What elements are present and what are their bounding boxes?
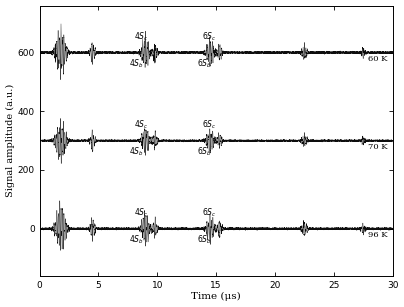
Text: $6S_c$: $6S_c$	[202, 206, 217, 219]
Text: $6S_b$: $6S_b$	[197, 146, 212, 158]
Text: 70 K: 70 K	[368, 143, 388, 151]
Y-axis label: Signal amplitude (a.u.): Signal amplitude (a.u.)	[6, 84, 15, 197]
Text: $6S_b$: $6S_b$	[197, 58, 212, 70]
X-axis label: Time (μs): Time (μs)	[191, 292, 241, 301]
Text: $4S_c$: $4S_c$	[133, 30, 148, 43]
Text: $4S_c$: $4S_c$	[133, 206, 148, 219]
Text: 60 K: 60 K	[368, 55, 388, 63]
Text: $6S_c$: $6S_c$	[202, 30, 217, 43]
Text: $4S_b$: $4S_b$	[128, 58, 143, 70]
Text: $6S_b$: $6S_b$	[197, 234, 212, 247]
Text: $6S_c$: $6S_c$	[202, 118, 217, 131]
Text: $4S_b$: $4S_b$	[128, 146, 143, 158]
Text: $4S_c$: $4S_c$	[133, 118, 148, 131]
Text: 96 K: 96 K	[368, 231, 388, 239]
Text: $4S_b$: $4S_b$	[128, 234, 143, 247]
